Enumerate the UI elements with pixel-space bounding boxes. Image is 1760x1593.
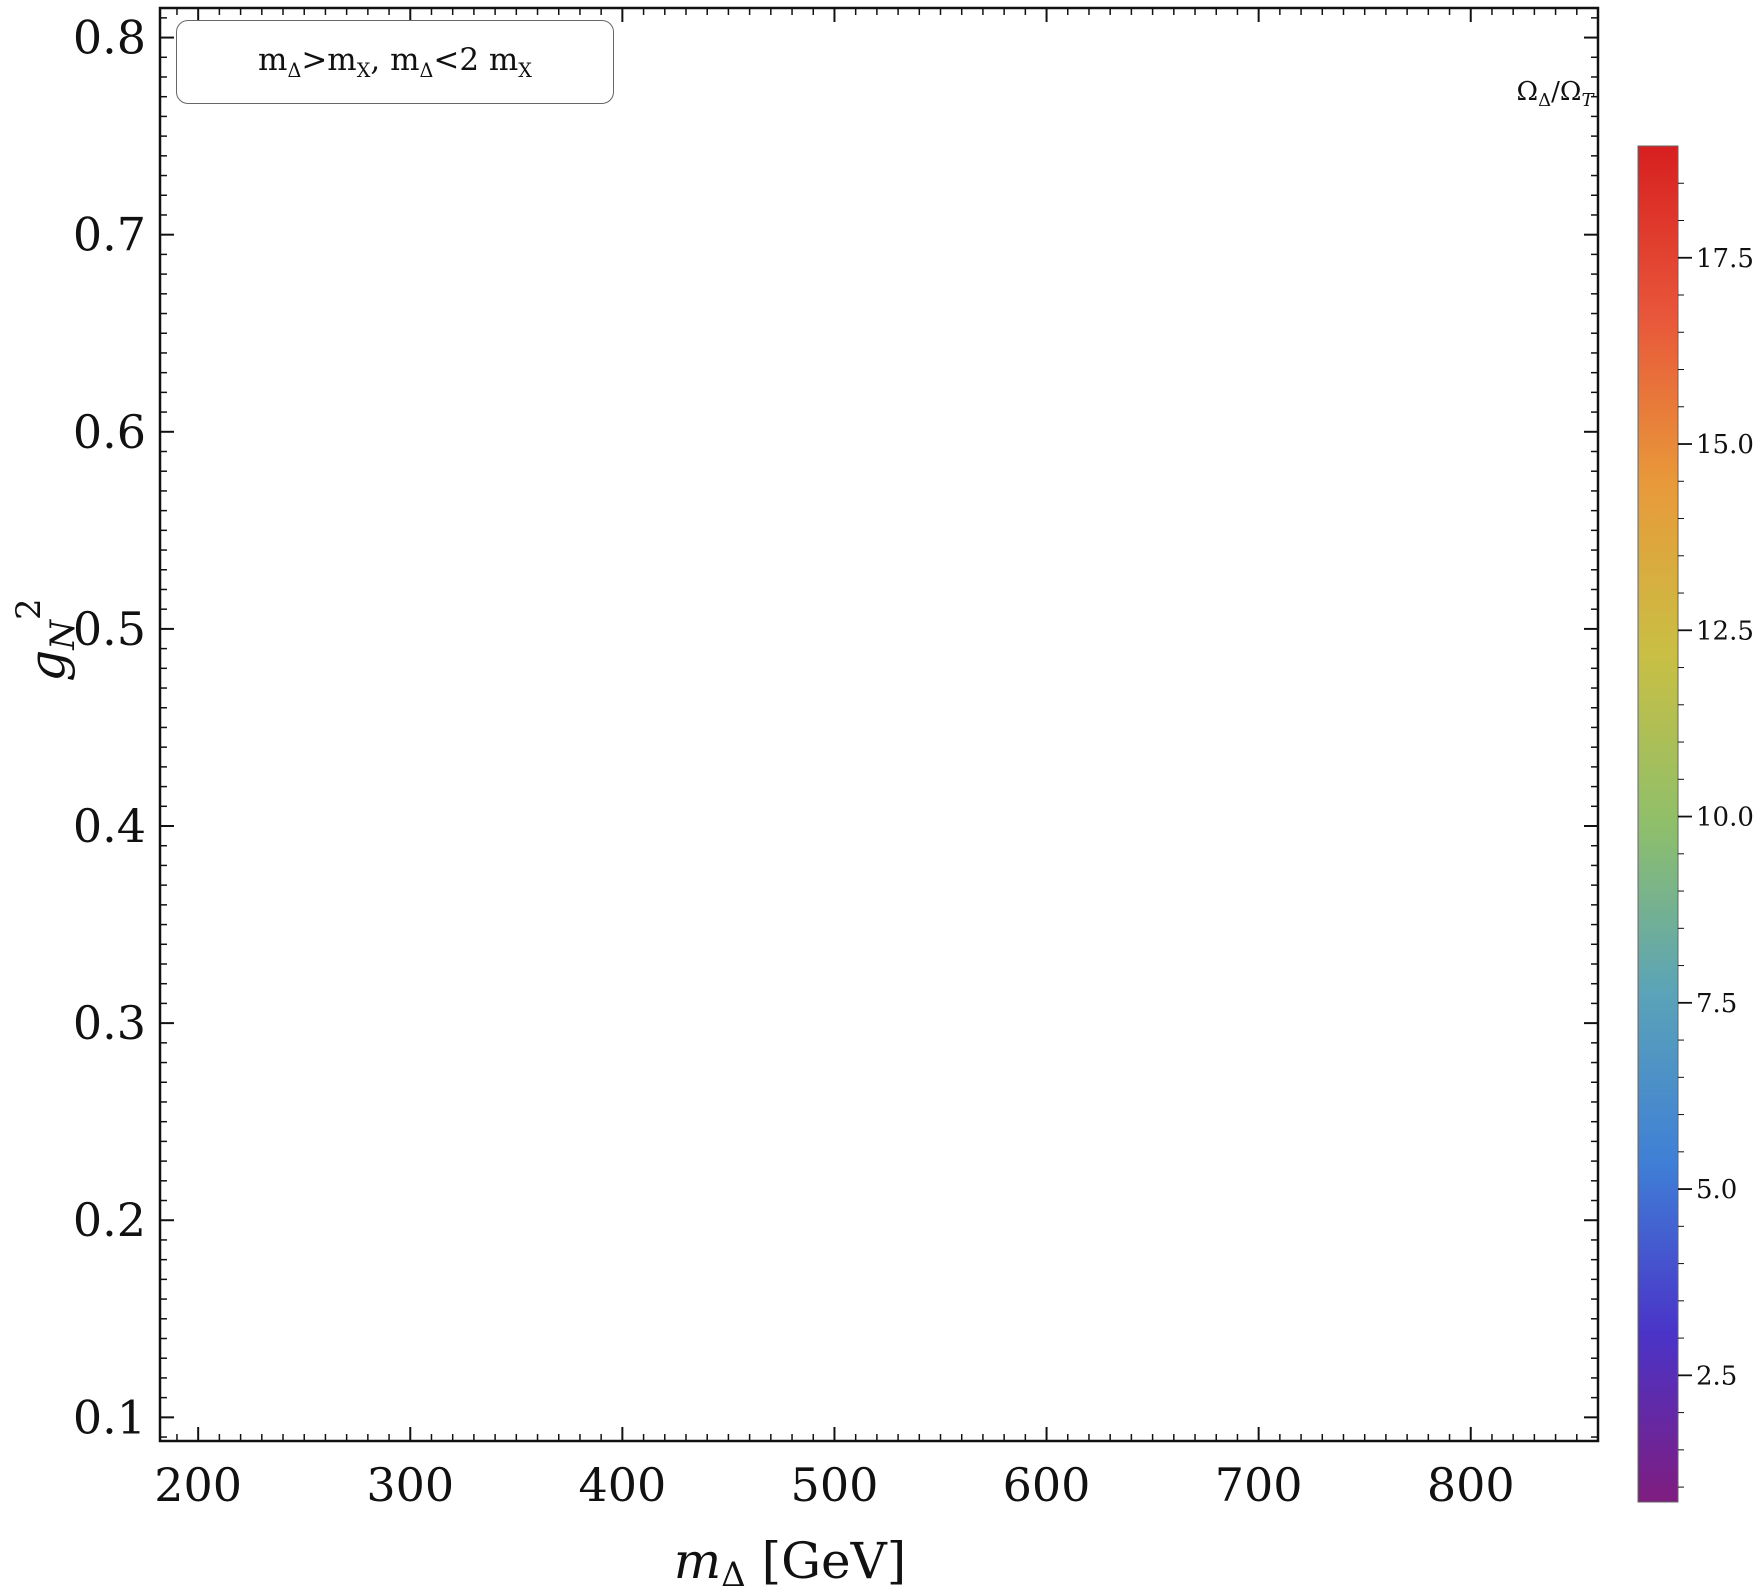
colorbar-tick-labels: 2.5 5.0 7.5 10.0 12.5 15.0 17.5 bbox=[1696, 244, 1754, 1392]
legend-text: mΔ>mX, mΔ<2 mX bbox=[258, 41, 532, 83]
x-tick-label: 300 bbox=[366, 1458, 454, 1512]
colorbar-tick-label: 5.0 bbox=[1696, 1175, 1737, 1205]
y-tick-label: 0.6 bbox=[73, 405, 146, 459]
colorbar-tick-label: 17.5 bbox=[1696, 244, 1754, 274]
x-tick-label: 700 bbox=[1215, 1458, 1303, 1512]
colorbar-tick-label: 7.5 bbox=[1696, 989, 1737, 1019]
x-tick-label: 600 bbox=[1003, 1458, 1091, 1512]
colorbar-tick-label: 15.0 bbox=[1696, 430, 1754, 460]
x-tick-label: 400 bbox=[578, 1458, 666, 1512]
y-tick-label: 0.5 bbox=[73, 602, 146, 656]
colorbar-minor-ticks bbox=[1678, 182, 1684, 1488]
y-tick-label: 0.2 bbox=[73, 1193, 146, 1247]
y-tick-label: 0.1 bbox=[73, 1390, 146, 1444]
legend-box: mΔ>mX, mΔ<2 mX bbox=[176, 20, 614, 104]
x-axis-tick-labels: 200 300 400 500 600 700 800 bbox=[154, 1458, 1514, 1512]
colorbar-tick-label: 12.5 bbox=[1696, 616, 1754, 646]
x-tick-label: 500 bbox=[791, 1458, 879, 1512]
x-tick-label: 800 bbox=[1427, 1458, 1515, 1512]
colorbar-tick-label: 10.0 bbox=[1696, 803, 1754, 833]
colorbar bbox=[1637, 145, 1679, 1503]
y-axis-tick-labels: 0.1 0.2 0.3 0.4 0.5 0.6 0.7 0.8 bbox=[73, 11, 146, 1445]
x-tick-label: 200 bbox=[154, 1458, 242, 1512]
colorbar-ticks bbox=[1678, 256, 1692, 1377]
colorbar-tick-label: 2.5 bbox=[1696, 1361, 1737, 1391]
y-axis-ticks bbox=[160, 17, 1598, 1438]
y-tick-label: 0.8 bbox=[73, 11, 146, 65]
x-axis-ticks bbox=[176, 8, 1578, 1441]
y-tick-label: 0.3 bbox=[73, 996, 146, 1050]
plot-frame bbox=[158, 6, 1600, 1443]
y-axis-title: gN2 bbox=[9, 598, 83, 681]
y-tick-label: 0.7 bbox=[73, 208, 146, 262]
colorbar-title: ΩΔ/ΩT bbox=[1517, 77, 1596, 111]
x-axis-title: mΔ [GeV] bbox=[674, 1532, 907, 1593]
y-tick-label: 0.4 bbox=[73, 799, 146, 853]
